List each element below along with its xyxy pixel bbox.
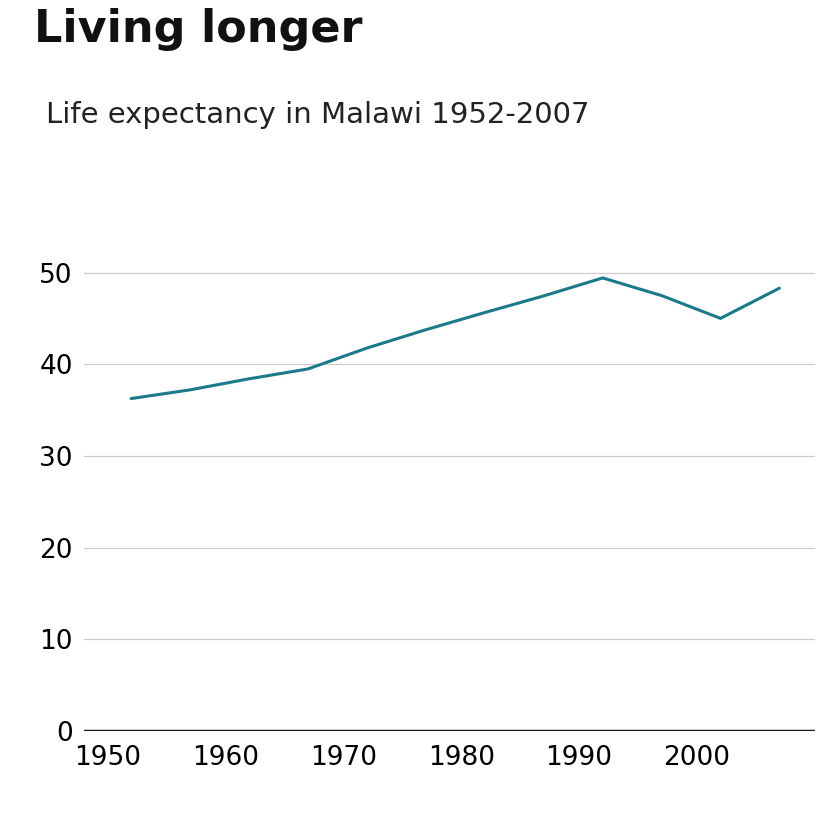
Text: Living longer: Living longer [34,8,362,51]
Text: Life expectancy in Malawi 1952-2007: Life expectancy in Malawi 1952-2007 [46,101,590,129]
